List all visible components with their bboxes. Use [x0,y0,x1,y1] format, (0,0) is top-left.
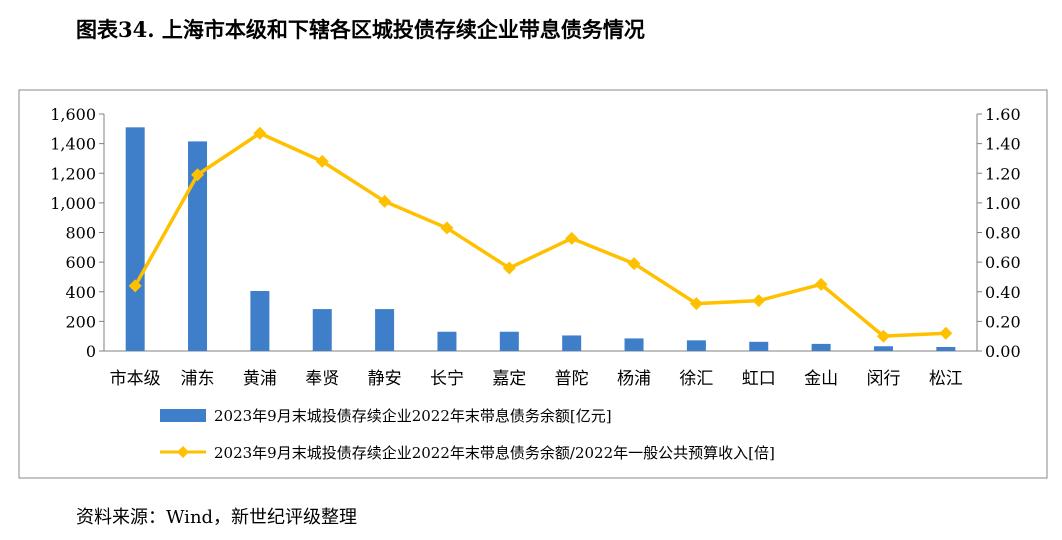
chart-frame [18,89,1048,479]
right-y-axis: 0.00 0.20 0.40 0.60 0.80 1.00 1.20 1.40 1.60 [976,105,1021,361]
left-tick-label: 600 [65,253,96,272]
line-point [315,154,329,168]
bar [562,335,582,351]
x-tick-label: 杨浦 [617,369,651,389]
legend-line-marker [177,446,189,458]
left-tick-label: 1,200 [50,164,96,183]
left-tick-label: 800 [65,224,96,243]
x-tick-label: 徐汇 [679,369,713,389]
line-point [191,168,205,182]
line-point [565,231,579,245]
legend-line-label: 2023年9月末城投债存续企业2022年末带息债务余额/2022年一般公共预算收… [214,444,775,462]
line-series [128,126,953,343]
line-point [378,194,392,208]
bar [624,338,644,351]
right-tick-label: 0.40 [985,283,1021,302]
left-y-axis: 0 200 400 600 800 1,000 1,200 1,400 1,600 [50,105,977,361]
line-point [689,297,703,311]
bar [499,331,519,351]
line-point [440,221,454,235]
line-point [128,279,142,293]
right-tick-label: 1.60 [985,105,1021,124]
left-tick-label: 1,400 [50,135,96,154]
left-tick-label: 0 [86,342,96,361]
line-point [502,261,516,275]
x-tick-label: 闵行 [866,369,900,389]
line-point [876,329,890,343]
x-tick-label: 黄浦 [243,369,277,389]
legend-bar-swatch [160,409,206,422]
line-point [939,326,953,340]
legend-bar-label: 2023年9月末城投债存续企业2022年末带息债务余额[亿元] [214,407,612,425]
right-tick-label: 0.00 [985,342,1021,361]
line-point [627,257,641,271]
right-tick-label: 1.00 [985,194,1021,213]
x-tick-label: 金山 [804,369,838,389]
x-tick-label: 普陀 [555,369,589,389]
left-tick-label: 1,000 [50,194,96,213]
bar [250,291,270,351]
x-tick-label: 奉贤 [305,369,339,389]
right-tick-label: 0.80 [985,224,1021,243]
right-tick-label: 1.40 [985,135,1021,154]
line-point [814,277,828,291]
bar [188,141,208,351]
x-tick-label: 长宁 [430,369,464,389]
left-tick-label: 400 [65,283,96,302]
bar [125,127,145,351]
x-tick-label: 浦东 [181,369,215,389]
x-tick-label: 静安 [368,369,402,389]
bar [811,343,831,351]
source-note: 资料来源：Wind，新世纪评级整理 [76,507,358,528]
x-tick-label: 市本级 [110,369,161,389]
series-line [133,131,946,338]
bar [873,346,893,351]
bar [375,309,395,351]
bar [936,347,956,351]
line-point [752,294,766,308]
right-tick-label: 0.60 [985,253,1021,272]
x-axis-labels: 市本级 浦东 黄浦 奉贤 静安 长宁 嘉定 普陀 杨浦 徐汇 虹口 金山 闵行 松江 [110,369,963,389]
bar [437,331,457,351]
bar [686,340,706,351]
right-tick-label: 1.20 [985,164,1021,183]
right-tick-label: 0.20 [985,312,1021,331]
x-tick-label: 虹口 [742,369,776,389]
left-tick-label: 1,600 [50,105,96,124]
legend: 2023年9月末城投债存续企业2022年末带息债务余额[亿元] 2023年9月末… [160,407,775,462]
chart-title: 图表34. 上海市本级和下辖各区城投债存续企业带息债务情况 [76,17,645,42]
x-tick-label: 嘉定 [492,369,526,389]
x-tick-label: 松江 [929,369,963,389]
left-tick-label: 200 [65,312,96,331]
bar [312,309,332,351]
bar [749,341,769,351]
bar-series [125,127,956,351]
line-point [253,126,267,140]
